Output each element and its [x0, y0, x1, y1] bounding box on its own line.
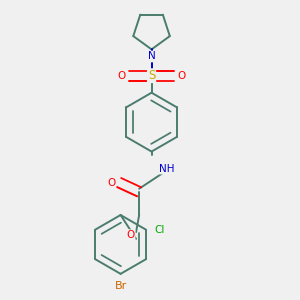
- Text: N: N: [148, 52, 155, 61]
- Text: NH: NH: [159, 164, 175, 174]
- Text: O: O: [178, 71, 186, 81]
- Text: O: O: [107, 178, 116, 188]
- Text: O: O: [126, 230, 135, 240]
- Text: Cl: Cl: [155, 225, 165, 235]
- Text: S: S: [148, 69, 155, 82]
- Text: O: O: [117, 71, 126, 81]
- Text: Br: Br: [115, 280, 127, 291]
